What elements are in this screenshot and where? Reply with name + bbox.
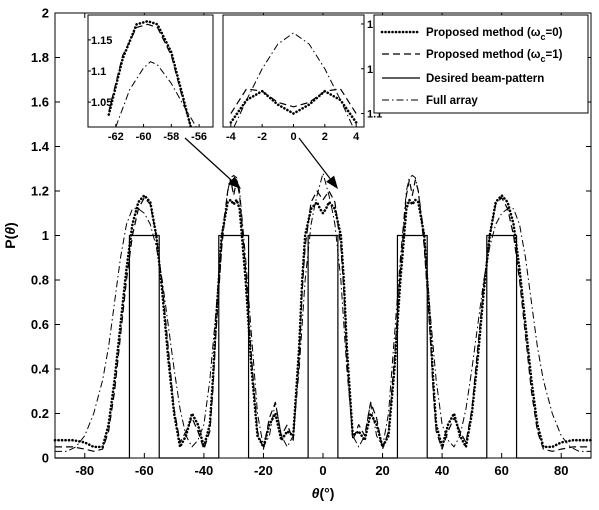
inset-frame: [87, 14, 214, 128]
inset-y-tick-label: 1.15: [91, 35, 112, 47]
inset-series: [107, 19, 197, 127]
legend-label-tail: =0): [546, 27, 563, 39]
inset-line-dashdot: [115, 61, 197, 127]
zoom-arrow-head: [326, 175, 338, 189]
x-axis-label: θ(°): [312, 485, 335, 501]
x-tick-label: 40: [435, 463, 449, 478]
zoom-arrow-head: [228, 176, 241, 189]
legend-label: Proposed method (ωc=1): [426, 49, 563, 64]
series-line-solid: [55, 234, 591, 459]
inset-x-tick-label: -58: [163, 131, 179, 143]
legend-label-main: Full array: [426, 95, 478, 107]
y-tick-label: 0.4: [31, 362, 50, 377]
legend-label-main: Proposed method (ω: [426, 49, 541, 61]
legend-label: Full array: [426, 95, 478, 107]
x-axis-label-symbol: θ: [312, 485, 320, 501]
x-tick-label: -40: [194, 463, 213, 478]
main-ticks-group: -80 -60 -40 -20 0 20 40 60 8000.20.40.60.811.21.…: [31, 6, 591, 478]
y-axis-label: P(θ): [2, 222, 18, 248]
legend: Proposed method (ωc=0)Proposed method (ω…: [373, 14, 589, 114]
x-tick-label: -60: [135, 463, 154, 478]
x-tick-label: -20: [254, 463, 273, 478]
y-tick-label: 1.6: [31, 95, 49, 110]
inset-x-tick-label: -4: [226, 131, 237, 143]
x-tick-label: 80: [554, 463, 568, 478]
inset-frame: [222, 14, 365, 128]
inset-x-tick-label: -62: [108, 131, 124, 143]
y-tick-label: 1.4: [31, 139, 50, 154]
inset-line-dashed: [230, 88, 357, 114]
legend-label-tail: =1): [546, 49, 563, 61]
series-line-dashed: [55, 179, 591, 452]
inset-1: -62 -60 -58 -56 1.05 1.1 1.15: [87, 14, 214, 143]
y-axis-label-head: P(: [2, 234, 18, 248]
y-tick-label: 2: [42, 6, 49, 21]
y-axis-label-tail: ): [2, 222, 18, 227]
x-tick-label: 20: [375, 463, 389, 478]
legend-label-main: Proposed method (ω: [426, 27, 541, 39]
zoom-arrow-shaft: [184, 137, 232, 181]
y-axis-label-symbol: θ: [2, 227, 18, 235]
x-tick-label: 0: [319, 463, 326, 478]
y-tick-label: 0.2: [31, 406, 49, 421]
legend-label: Proposed method (ωc=0): [426, 27, 563, 42]
x-tick-label: 60: [494, 463, 508, 478]
inset-line-dotted: [107, 19, 193, 127]
inset-x-tick-label: -2: [257, 131, 267, 143]
y-tick-label: 1.2: [31, 184, 49, 199]
inset-x-tick-label: -56: [191, 131, 207, 143]
y-tick-label: 1.8: [31, 50, 49, 65]
inset-y-tick-label: 1.05: [91, 97, 112, 109]
inset-line-dashed: [108, 23, 192, 127]
inset-x-tick-label: -60: [136, 131, 152, 143]
y-tick-label: 0.8: [31, 273, 49, 288]
inset-x-tick-label: 4: [353, 131, 360, 143]
x-axis-label-unit: (°): [319, 485, 334, 501]
y-tick-label: 0: [42, 451, 49, 466]
zoom-arrow-shaft: [298, 137, 331, 180]
series-line-dotted: [53, 194, 593, 449]
arrows-group: [184, 137, 338, 189]
legend-label-sub: c: [541, 32, 546, 42]
legend-label-sub: c: [541, 54, 546, 64]
inset-x-tick-label: 0: [290, 131, 296, 143]
legend-label: Desired beam-pattern: [426, 73, 544, 85]
inset-y-tick-label: 1.1: [91, 66, 106, 78]
y-tick-label: 1: [42, 228, 49, 243]
inset-line-dotted: [229, 89, 358, 124]
main-series-group: [53, 172, 593, 459]
legend-label-main: Desired beam-pattern: [426, 73, 544, 85]
y-tick-label: 0.6: [31, 317, 49, 332]
inset-series: [229, 32, 358, 127]
x-tick-label: -80: [75, 463, 94, 478]
inset-x-tick-label: 2: [322, 131, 328, 143]
